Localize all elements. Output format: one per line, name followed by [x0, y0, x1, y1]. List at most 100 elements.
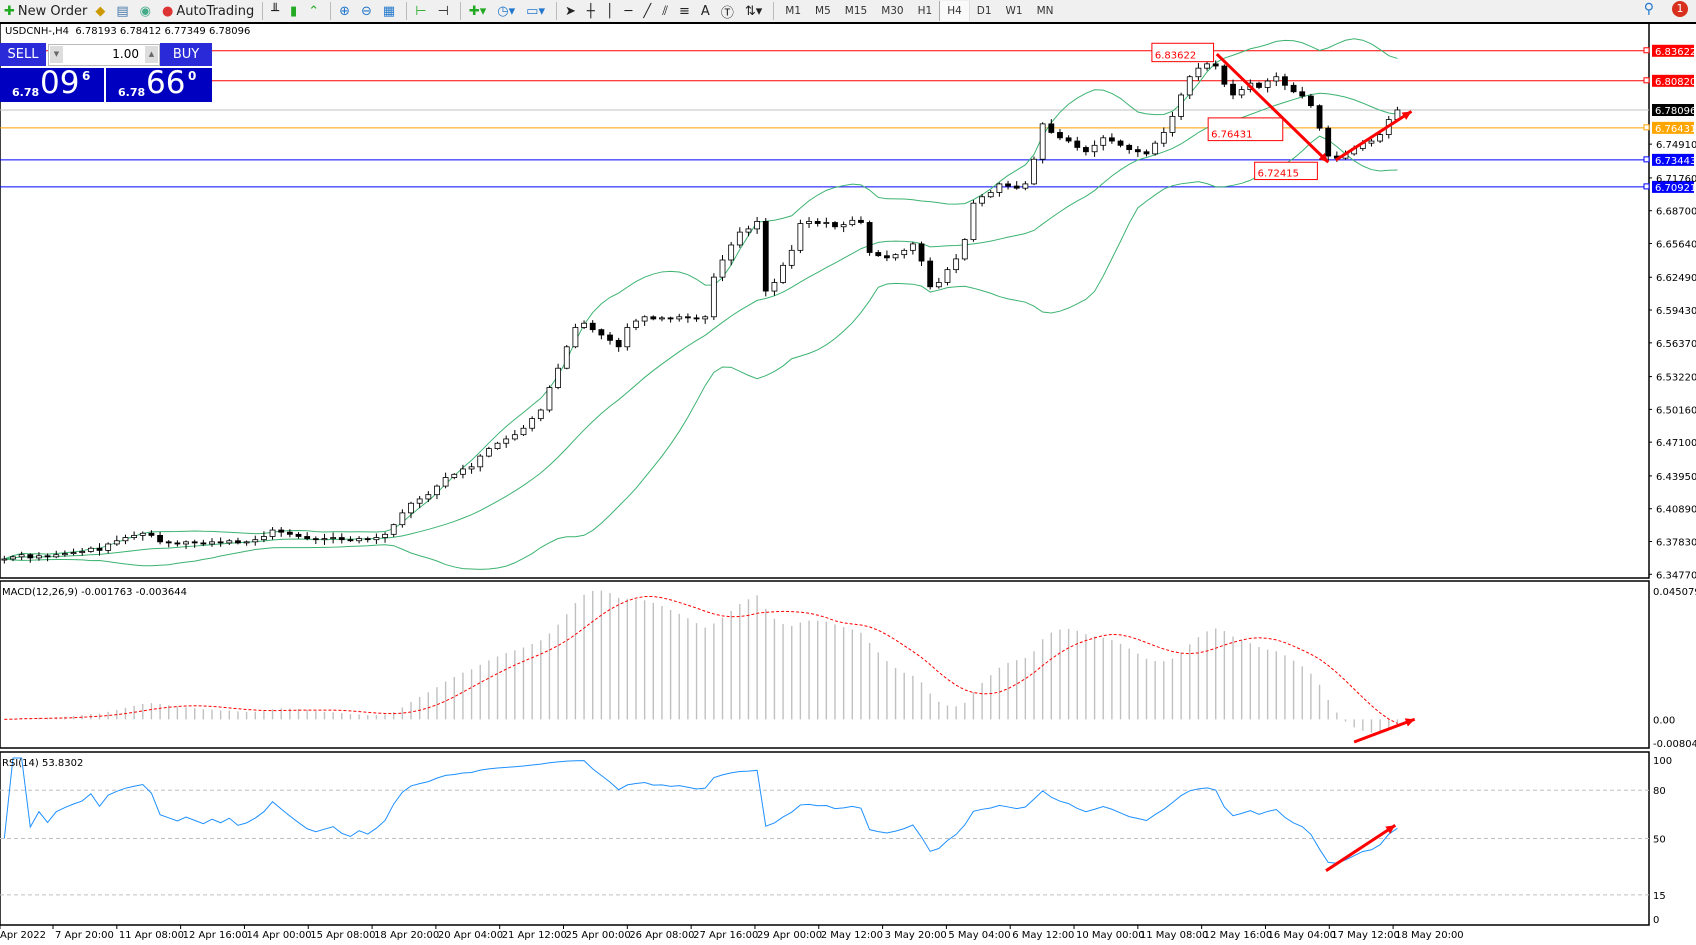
candle — [165, 540, 172, 548]
metaeditor-button[interactable]: ◆ — [91, 1, 112, 21]
crosshair-button[interactable]: ┼ — [583, 1, 602, 21]
divider — [773, 2, 775, 20]
price-axis-label: 6.43950 — [1656, 472, 1696, 483]
navigator-button[interactable]: ▤ — [112, 1, 135, 21]
candle — [96, 543, 103, 556]
timeframe-m30[interactable]: M30 — [881, 5, 904, 17]
candle-body — [243, 541, 250, 544]
candle — [252, 535, 259, 546]
candle-body — [736, 231, 743, 246]
zoom-in-button[interactable]: ⊕ — [335, 1, 357, 21]
candle-body — [503, 438, 510, 444]
sell-price[interactable]: 6.78 09 6 — [0, 65, 104, 102]
templates-button[interactable]: ▭▾ — [522, 1, 552, 21]
candle — [935, 277, 942, 289]
autotrading-button[interactable]: ● AutoTrading — [158, 1, 258, 21]
candle-body — [1212, 63, 1219, 67]
candle-body — [122, 537, 129, 542]
buy-button[interactable]: BUY — [160, 43, 212, 66]
search-icon[interactable]: ⚲ — [1643, 1, 1654, 17]
signals-button[interactable]: ◉ — [136, 1, 158, 21]
trendline-button[interactable]: ╱ — [639, 1, 658, 21]
indicators-button[interactable]: ✚▾ — [465, 1, 493, 21]
rsi-axis-label: 0 — [1653, 915, 1659, 926]
horizontal-line-button[interactable]: ─ — [621, 1, 640, 21]
bar-chart-button[interactable]: ╨ — [267, 1, 286, 21]
candlestick-button[interactable]: ▮ — [286, 1, 304, 21]
candle-body — [1091, 144, 1098, 153]
timeframe-h1[interactable]: H1 — [917, 5, 933, 17]
candle-body — [165, 541, 172, 544]
zoom-out-button[interactable]: ⊖ — [357, 1, 379, 21]
time-axis-label: Apr 2022 — [0, 930, 46, 941]
macd-arrow-shaft — [1353, 717, 1416, 744]
zoom-in-icon: ⊕ — [339, 3, 351, 19]
line-chart-icon: ⌃ — [308, 3, 320, 19]
timeframe-w1[interactable]: W1 — [1005, 5, 1023, 17]
horizontal-line-icon: ─ — [624, 3, 633, 19]
vertical-line-button[interactable]: │ — [602, 1, 621, 21]
timeframe-m15[interactable]: M15 — [844, 5, 868, 17]
fibonacci-button[interactable]: ≡ — [675, 1, 697, 21]
sell-button[interactable]: SELL — [0, 43, 46, 66]
line-chart-button[interactable]: ⌃ — [304, 1, 326, 21]
time-axis-label: 21 Apr 12:00 — [502, 930, 567, 941]
candle — [702, 315, 709, 324]
price-tag-bg — [1652, 180, 1694, 193]
price-tag: 6.70921 — [1655, 183, 1696, 194]
price-tag-bg — [1652, 121, 1694, 134]
text-button[interactable]: A — [697, 1, 717, 21]
lot-increase-button[interactable]: ▲ — [145, 46, 158, 63]
lot-size-value[interactable]: 1.00 — [112, 47, 139, 61]
candle-body — [356, 538, 362, 542]
timeframe-m5[interactable]: M5 — [815, 5, 831, 17]
candle-body — [1256, 82, 1262, 88]
candle-body — [866, 222, 873, 253]
candle — [1273, 72, 1280, 87]
candle-body — [918, 243, 925, 262]
candle — [762, 217, 769, 297]
candle — [200, 539, 207, 547]
new-order-button[interactable]: ✚ New Order — [0, 1, 91, 21]
cursor-button[interactable]: ➤ — [561, 1, 583, 21]
price-axis-label: 6.40890 — [1656, 505, 1696, 516]
periods-button[interactable]: ◷▾ — [493, 1, 522, 21]
notification-badge[interactable]: 1 — [1672, 1, 1688, 17]
text-label-button[interactable]: Ⓣ — [717, 1, 741, 21]
candle-body — [1368, 140, 1375, 144]
macd-label: MACD(12,26,9) -0.001763 -0.003644 — [2, 587, 187, 598]
channel-button[interactable]: ⫽ — [658, 1, 675, 21]
autoscroll-button[interactable]: ⊣ — [434, 1, 456, 21]
candle-body — [1074, 140, 1081, 148]
candle-body — [494, 442, 501, 449]
sell-price-pips: 09 — [40, 65, 80, 101]
candle — [719, 255, 726, 282]
time-axis-label: 11 May 08:00 — [1140, 930, 1209, 941]
candle-body — [1083, 147, 1089, 153]
timeframe-mn[interactable]: MN — [1036, 5, 1054, 17]
buy-price[interactable]: 6.78 66 0 — [104, 65, 212, 102]
candle — [1126, 143, 1133, 154]
candle — [347, 536, 354, 542]
fibonacci-icon: ≡ — [679, 3, 690, 19]
bollinger-upper — [4, 38, 1398, 560]
timeframe-m1[interactable]: M1 — [785, 5, 802, 17]
time-axis-label: 25 Apr 00:00 — [566, 930, 631, 941]
arrows-button[interactable]: ⇅▾ — [741, 1, 769, 21]
time-axis-label: 6 May 12:00 — [1012, 930, 1074, 941]
candle — [736, 227, 743, 248]
chart-shift-button[interactable]: ⊢ — [411, 1, 433, 21]
macd-axis-label: 0.00 — [1653, 715, 1675, 726]
timeframe-d1[interactable]: D1 — [976, 5, 992, 17]
timeframe-h4[interactable]: H4 — [939, 1, 970, 21]
lot-decrease-button[interactable]: ▼ — [50, 46, 63, 63]
candle-body — [1126, 144, 1133, 151]
candle-body — [36, 555, 42, 559]
candle — [148, 530, 155, 538]
tile-windows-button[interactable]: ▦ — [379, 1, 402, 21]
candle — [563, 345, 570, 370]
time-axis-label: 12 May 16:00 — [1204, 930, 1273, 941]
candle-body — [252, 539, 259, 543]
lot-size-field[interactable]: ▼ 1.00 ▲ — [48, 44, 160, 66]
